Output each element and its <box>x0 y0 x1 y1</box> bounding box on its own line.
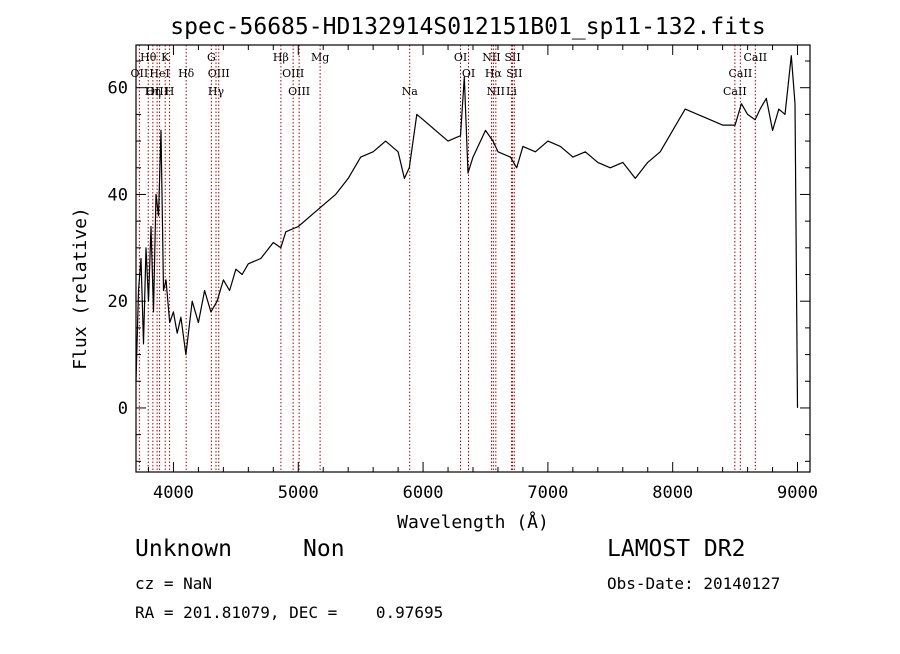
line-marker-label-14: Mg <box>311 51 329 64</box>
line-marker-label-24: CaII <box>743 51 767 64</box>
x-axis-label: Wavelength (Å) <box>397 511 549 533</box>
cz-label: cz = NaN <box>135 574 213 593</box>
plot-frame <box>135 44 811 473</box>
line-marker-label-0: Hθ <box>140 51 157 64</box>
x-tick-label-0: 4000 <box>153 483 194 503</box>
line-marker-label-12: OIII <box>282 67 304 80</box>
line-marker-label-18: NII <box>482 51 500 64</box>
obs-date-label: Obs-Date: 20140127 <box>607 574 781 593</box>
line-marker-label-25: CaII <box>729 67 753 80</box>
x-tick-label-2: 6000 <box>403 483 444 503</box>
line-marker-label-9: OIII <box>208 67 230 80</box>
coords-label: RA = 201.81079, DEC = 0.97695 <box>135 603 444 622</box>
line-marker-label-19: Hα <box>485 67 503 80</box>
y-axis-label: Flux (relative) <box>70 207 91 370</box>
line-marker-label-20: NII <box>487 85 505 98</box>
chart-title: spec-56685-HD132914S012151B01_sp11-132.f… <box>170 14 765 40</box>
line-marker-label-26: CaII <box>723 85 747 98</box>
line-marker-label-11: Hβ <box>273 51 289 64</box>
line-marker-label-5: K <box>161 51 170 64</box>
line-marker-label-16: OI <box>454 51 467 64</box>
subclass-label: Non <box>303 536 345 562</box>
line-marker-label-17: OI <box>462 67 475 80</box>
x-tick-label-5: 9000 <box>777 483 818 503</box>
line-marker-label-22: SII <box>506 67 522 80</box>
line-marker-label-15: Na <box>402 85 419 98</box>
y-tick-label-0: 0 <box>118 399 128 419</box>
line-marker-label-1: OII <box>131 67 149 80</box>
class-label: Unknown <box>135 536 232 562</box>
line-marker-label-4: Hη <box>145 85 161 98</box>
line-marker-label-3: HeI <box>149 67 169 80</box>
x-tick-label-3: 7000 <box>527 483 568 503</box>
line-marker-label-8: G <box>207 51 216 64</box>
survey-label: LAMOST DR2 <box>607 536 746 562</box>
y-tick-label-1: 20 <box>108 292 128 312</box>
line-marker-label-23: Li <box>506 85 517 98</box>
line-marker-label-21: SII <box>504 51 520 64</box>
line-marker-label-6: H <box>165 85 175 98</box>
y-tick-label-3: 60 <box>108 79 128 99</box>
spectrum-series-0 <box>135 55 799 408</box>
line-marker-label-13: OIII <box>288 85 310 98</box>
line-marker-label-10: Hγ <box>208 85 225 98</box>
x-tick-label-4: 8000 <box>652 483 693 503</box>
line-marker-label-7: Hδ <box>178 67 195 80</box>
x-tick-label-1: 5000 <box>278 483 319 503</box>
line-marker-label-2: OIII <box>146 85 168 98</box>
y-tick-label-2: 40 <box>108 185 128 205</box>
